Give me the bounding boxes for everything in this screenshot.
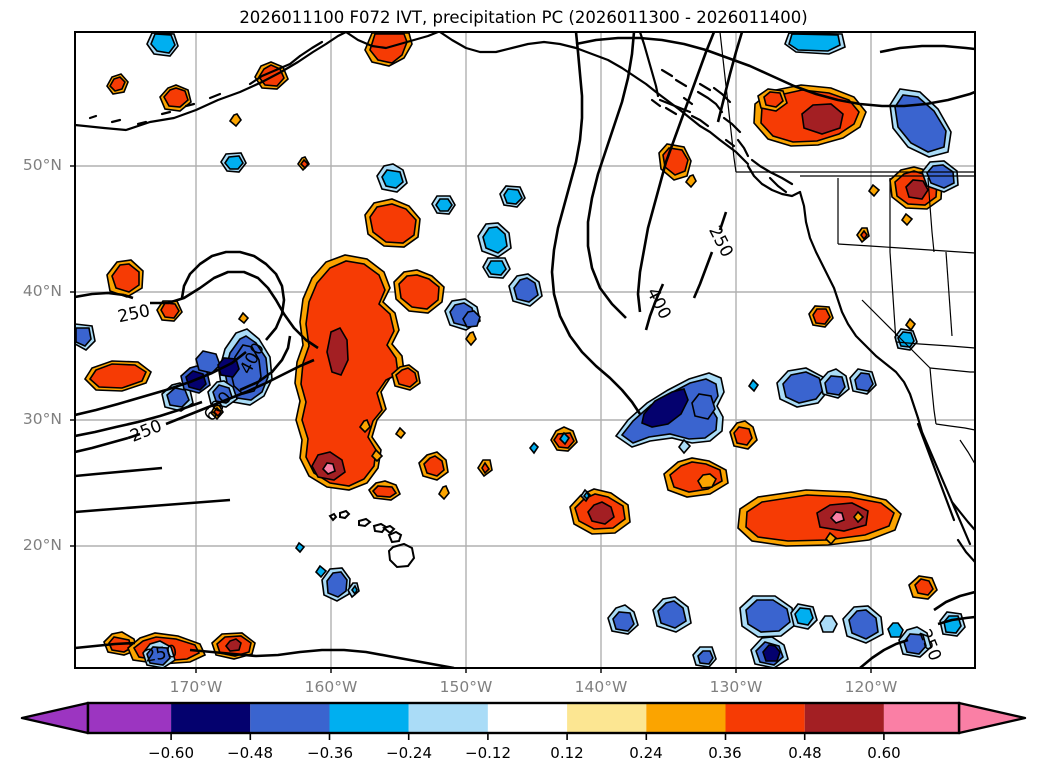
xtick-label-130w: 130°W	[676, 678, 796, 696]
xtick-label-170w: 170°W	[136, 678, 256, 696]
colorbar-segments	[88, 703, 959, 733]
xtick-label-140w: 140°W	[541, 678, 661, 696]
ytick-label-30n: 30°N	[0, 410, 62, 428]
figure-canvas: 2026011100 F072 IVT, precipitation PC (2…	[0, 0, 1047, 765]
map-plot: 250 250 600 400 250 400 250 250	[0, 0, 1047, 765]
xtick-label-160w: 160°W	[271, 678, 391, 696]
ytick-label-50n: 50°N	[0, 156, 62, 174]
colorbar-label-9: 0.60	[838, 744, 930, 762]
xtick-label-120w: 120°W	[811, 678, 931, 696]
ytick-label-40n: 40°N	[0, 282, 62, 300]
colorbar-label-7: 0.36	[679, 744, 771, 762]
ytick-label-20n: 20°N	[0, 536, 62, 554]
colorbar-bar	[0, 698, 1047, 740]
xtick-label-150w: 150°W	[406, 678, 526, 696]
